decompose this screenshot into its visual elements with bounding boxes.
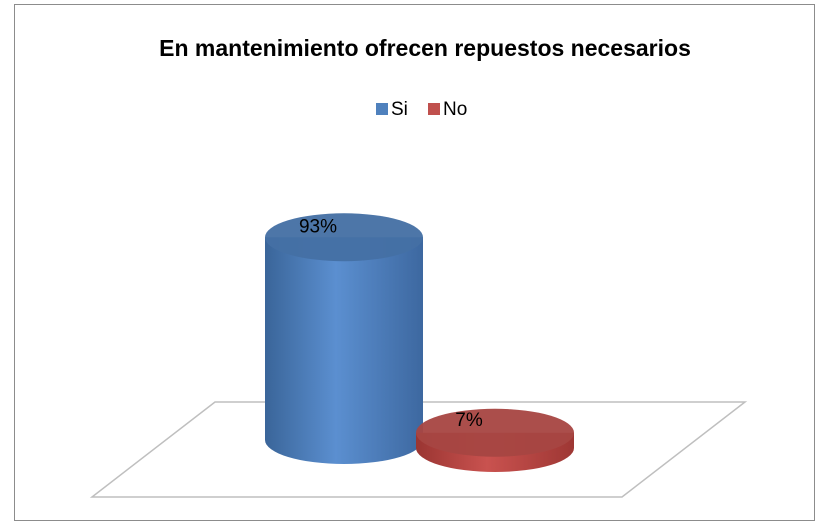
cylinder-top-shade <box>265 213 423 262</box>
legend-label: Si <box>391 99 408 120</box>
legend-swatch <box>376 103 388 115</box>
cylinder-body <box>265 237 423 464</box>
cylinder-top <box>416 408 574 457</box>
data-label: 93% <box>299 216 337 237</box>
legend-label: No <box>443 99 467 120</box>
legend-swatch <box>428 103 440 115</box>
cylinder-top-shade <box>416 408 574 457</box>
data-label: 7% <box>455 410 483 431</box>
chart-title: En mantenimiento ofrecen repuestos neces… <box>159 35 691 61</box>
cylinder-top <box>265 213 423 262</box>
